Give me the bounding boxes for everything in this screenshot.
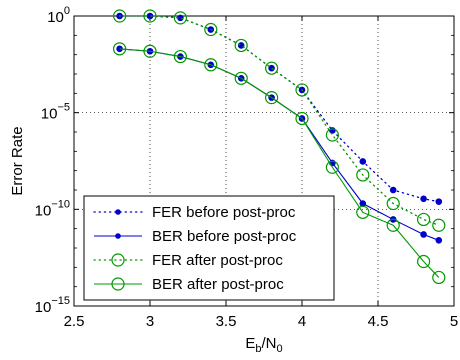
axis-ticks (73, 15, 455, 307)
data-point (265, 91, 279, 105)
data-point (268, 64, 275, 72)
y-tick-base: 10 (35, 202, 52, 219)
data-point (173, 49, 187, 64)
data-point (389, 186, 397, 194)
legend-label: BER before post-proc (152, 228, 297, 245)
legend-label: FER after post-proc (152, 252, 283, 269)
series-2 (112, 9, 446, 232)
data-point (112, 42, 127, 56)
y-tick-exponent: 0 (64, 5, 70, 17)
y-tick-label: 10−15 (35, 295, 70, 316)
data-point (295, 111, 309, 126)
series-layer (112, 9, 446, 285)
data-point (420, 231, 427, 238)
data-point (325, 128, 339, 142)
data-point (435, 198, 443, 205)
plot-frame (73, 15, 455, 307)
data-point (204, 22, 218, 37)
x-label-mid: /N (262, 335, 277, 352)
data-point (386, 196, 400, 211)
y-tick-label: 100 (47, 5, 70, 26)
data-point (359, 200, 367, 207)
data-point (234, 38, 248, 53)
x-axis-label: Eb/N0 (245, 335, 282, 355)
legend-label: FER before post-proc (152, 204, 296, 221)
data-point (325, 160, 339, 174)
y-tick-base: 10 (47, 9, 64, 26)
legend-item: BER after post-proc (94, 276, 284, 293)
x-label-sub2: 0 (277, 343, 283, 355)
legend-marker (115, 209, 121, 215)
data-point (417, 212, 431, 227)
x-tick-labels: 2.5 3 3.5 4 4.5 5 (64, 313, 459, 330)
y-tick-base: 10 (35, 299, 52, 316)
series-3 (112, 42, 446, 285)
legend-marker (111, 253, 125, 267)
data-point (432, 218, 446, 232)
series-line (118, 15, 440, 203)
legend: FER before post-proc BER before post-proc… (83, 195, 335, 301)
series-line (118, 15, 440, 226)
data-point (435, 237, 443, 244)
series-line (119, 48, 440, 278)
x-tick-label: 5 (450, 313, 458, 330)
y-axis-label: Error Rate (9, 126, 26, 195)
legend-item: BER before post-proc (94, 228, 297, 245)
x-tick-label: 3 (146, 313, 154, 330)
data-point (386, 218, 400, 232)
data-point (417, 254, 431, 269)
y-tick-label: 10−10 (35, 198, 70, 219)
data-point (143, 9, 157, 23)
x-tick-label: 2.5 (64, 313, 85, 330)
legend-box (83, 195, 335, 301)
legend-item: FER before post-proc (93, 204, 296, 221)
y-tick-exponent: −5 (57, 102, 70, 114)
x-label-main: E (245, 335, 255, 352)
legend-marker (115, 233, 121, 239)
legend-item: FER after post-proc (93, 252, 283, 269)
legend-label: BER after post-proc (152, 276, 284, 293)
data-point (173, 11, 187, 25)
x-label-sub1: b (255, 343, 261, 355)
data-point (204, 58, 218, 72)
y-tick-exponent: −10 (51, 198, 70, 210)
data-point (420, 195, 427, 203)
y-tick-label: 10−5 (41, 102, 70, 123)
data-point (432, 270, 446, 285)
series-0 (116, 12, 443, 205)
y-tick-base: 10 (41, 106, 58, 123)
x-tick-label: 3.5 (216, 313, 237, 330)
data-point (112, 9, 127, 23)
data-point (356, 168, 370, 182)
legend-marker (111, 277, 125, 291)
x-tick-label: 4 (298, 313, 306, 330)
data-point (143, 44, 157, 58)
data-point (356, 205, 370, 219)
data-point (295, 83, 309, 97)
data-point (265, 61, 279, 75)
data-point (234, 71, 248, 85)
data-point (359, 158, 367, 165)
y-tick-exponent: −15 (51, 295, 70, 307)
x-tick-label: 4.5 (368, 313, 389, 330)
